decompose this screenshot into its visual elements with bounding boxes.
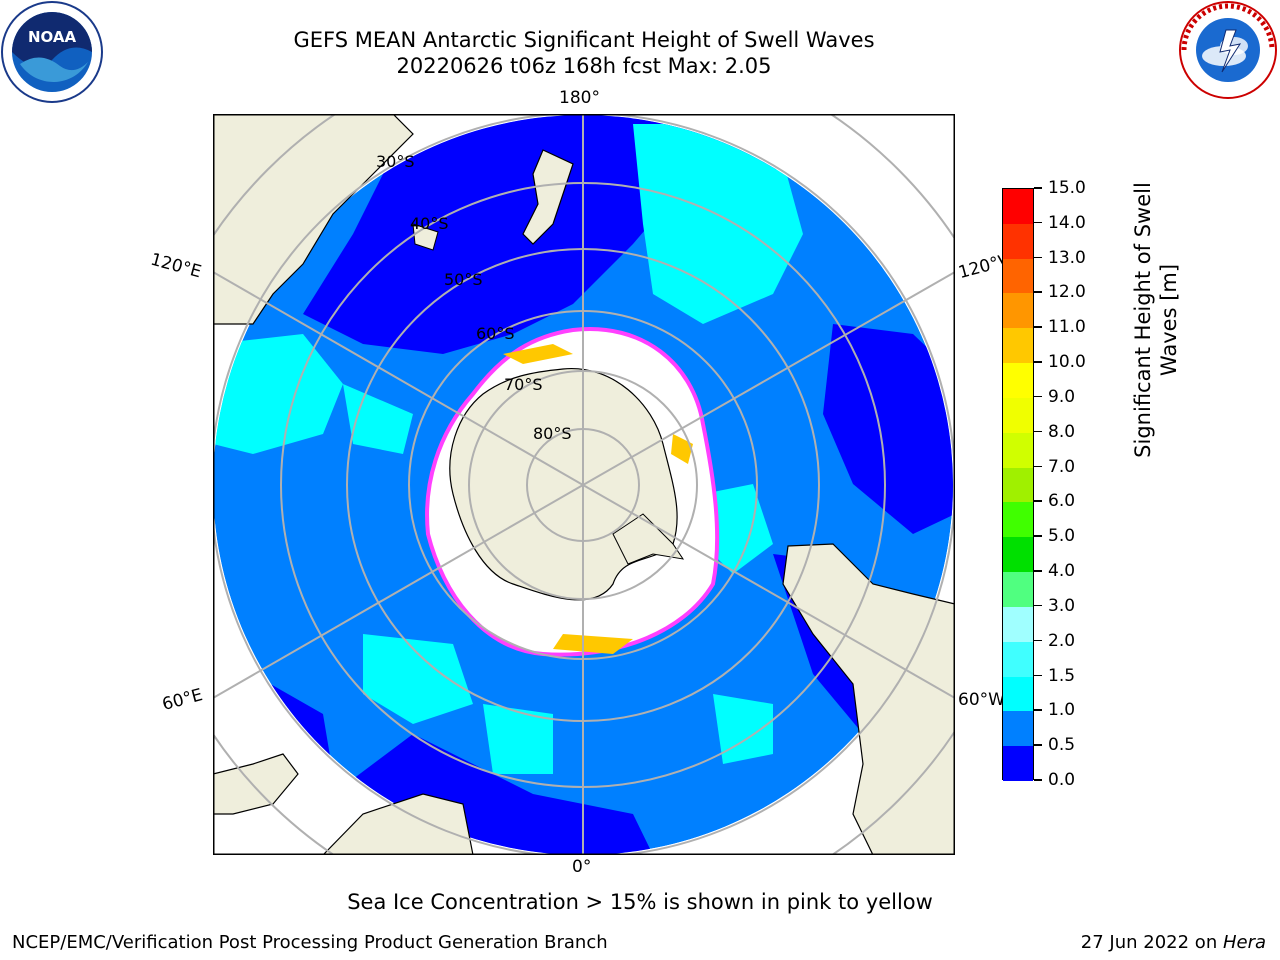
colorbar-segment <box>1003 293 1033 329</box>
south-america-landmass <box>782 543 955 855</box>
map-title: GEFS MEAN Antarctic Significant Height o… <box>293 28 875 52</box>
lon-label-60w: 60°W <box>958 690 1005 710</box>
ice-edge-yellow <box>503 344 573 364</box>
swell-moderate-zone-pacific <box>633 124 803 324</box>
graticule <box>213 114 955 855</box>
australia-landmass <box>213 114 414 325</box>
colorbar-tick <box>1034 187 1042 189</box>
colorbar-tick <box>1034 465 1042 468</box>
colorbar-tick-label: 11.0 <box>1048 317 1086 338</box>
footer-date: 27 Jun 2022 on Hera <box>1081 932 1266 953</box>
colorbar-tick <box>1034 291 1042 293</box>
colorbar-tick-label: 9.0 <box>1048 386 1076 407</box>
colorbar-tick <box>1034 395 1042 398</box>
colorbar-tick-label: 0.0 <box>1048 770 1076 790</box>
colorbar-tick-label: 1.0 <box>1048 700 1076 721</box>
footer-date-text: 27 Jun 2022 on <box>1080 932 1223 953</box>
colorbar-tick <box>1034 779 1042 781</box>
lat-label-70s: 70°S <box>504 375 543 394</box>
colorbar-tick <box>1034 604 1042 607</box>
colorbar-label: Significant Height of Swell Waves [m] <box>1131 182 1181 458</box>
colorbar-tick-label: 3.0 <box>1048 595 1076 616</box>
swell-low-zone-east <box>823 324 953 534</box>
colorbar-tick-label: 8.0 <box>1048 421 1076 442</box>
colorbar-tick-label: 5.0 <box>1048 526 1076 547</box>
footer-host: Hera <box>1222 932 1266 953</box>
lat-label-80s: 80°S <box>533 424 572 443</box>
colorbar-tick-label: 14.0 <box>1048 212 1086 233</box>
colorbar-tick <box>1034 535 1042 537</box>
colorbar-tick-label: 7.0 <box>1048 456 1076 477</box>
colorbar-tick <box>1034 709 1042 711</box>
lon-label-60e: 60°E <box>160 685 205 715</box>
colorbar-segment <box>1003 432 1033 468</box>
colorbar-segment <box>1003 711 1033 747</box>
colorbar-tick-label: 2.0 <box>1048 630 1076 651</box>
lon-label-0: 0° <box>572 857 592 877</box>
colorbar-tick-label: 6.0 <box>1048 491 1076 512</box>
colorbar-tick-label: 13.0 <box>1048 247 1086 268</box>
colorbar-tick <box>1034 430 1042 433</box>
map-border <box>213 114 955 855</box>
colorbar-segment <box>1003 363 1033 398</box>
colorbar-tick-label: 15.0 <box>1048 178 1086 198</box>
lat-label-30s: 30°S <box>376 152 415 171</box>
colorbar-tick <box>1034 221 1042 224</box>
colorbar-tick <box>1034 639 1042 642</box>
footer-credit: NCEP/EMC/Verification Post Processing Pr… <box>12 932 608 953</box>
colorbar-segment <box>1003 746 1033 781</box>
swell-moderate-zone-west <box>213 334 343 454</box>
colorbar-tick <box>1034 326 1042 328</box>
madagascar <box>213 753 299 815</box>
lat-label-50s: 50°S <box>444 270 483 289</box>
colorbar-tick-label: 10.0 <box>1048 352 1086 373</box>
colorbar-segment <box>1003 572 1033 607</box>
lat-label-60s: 60°S <box>476 324 515 343</box>
colorbar-segment <box>1003 502 1033 538</box>
colorbar-tick-label: 12.0 <box>1048 282 1086 303</box>
colorbar-segment <box>1003 397 1033 433</box>
colorbar-tick-label: 4.0 <box>1048 561 1076 582</box>
colorbar-tick <box>1034 674 1042 677</box>
africa-landmass <box>322 793 474 855</box>
lat-label-40s: 40°S <box>410 214 449 233</box>
lon-label-180: 180° <box>559 88 600 108</box>
new-zealand <box>522 149 574 245</box>
colorbar-tick <box>1034 256 1042 259</box>
colorbar-tick <box>1034 744 1042 746</box>
polar-map <box>213 114 955 855</box>
noaa-logo-text: NOAA <box>28 28 77 46</box>
map-subtitle: 20220626 t06z 168h fcst Max: 2.05 <box>396 54 772 78</box>
colorbar <box>1002 188 1034 781</box>
nws-logo <box>1179 1 1277 99</box>
sea-ice-note: Sea Ice Concentration > 15% is shown in … <box>347 890 933 914</box>
colorbar-segment <box>1003 537 1033 573</box>
colorbar-segment <box>1003 641 1033 677</box>
colorbar-segment <box>1003 328 1033 364</box>
noaa-logo: NOAA <box>1 1 103 103</box>
colorbar-segment <box>1003 223 1033 259</box>
colorbar-segment <box>1003 189 1033 224</box>
colorbar-tick-label: 1.5 <box>1048 665 1076 686</box>
colorbar-tick-label: 0.5 <box>1048 735 1076 756</box>
colorbar-segment <box>1003 676 1033 712</box>
colorbar-tick <box>1034 361 1042 363</box>
colorbar-segment <box>1003 467 1033 503</box>
lon-label-120e: 120°E <box>148 249 204 283</box>
colorbar-tick <box>1034 570 1042 572</box>
colorbar-segment <box>1003 258 1033 294</box>
colorbar-tick <box>1034 500 1042 502</box>
colorbar-segment <box>1003 606 1033 642</box>
